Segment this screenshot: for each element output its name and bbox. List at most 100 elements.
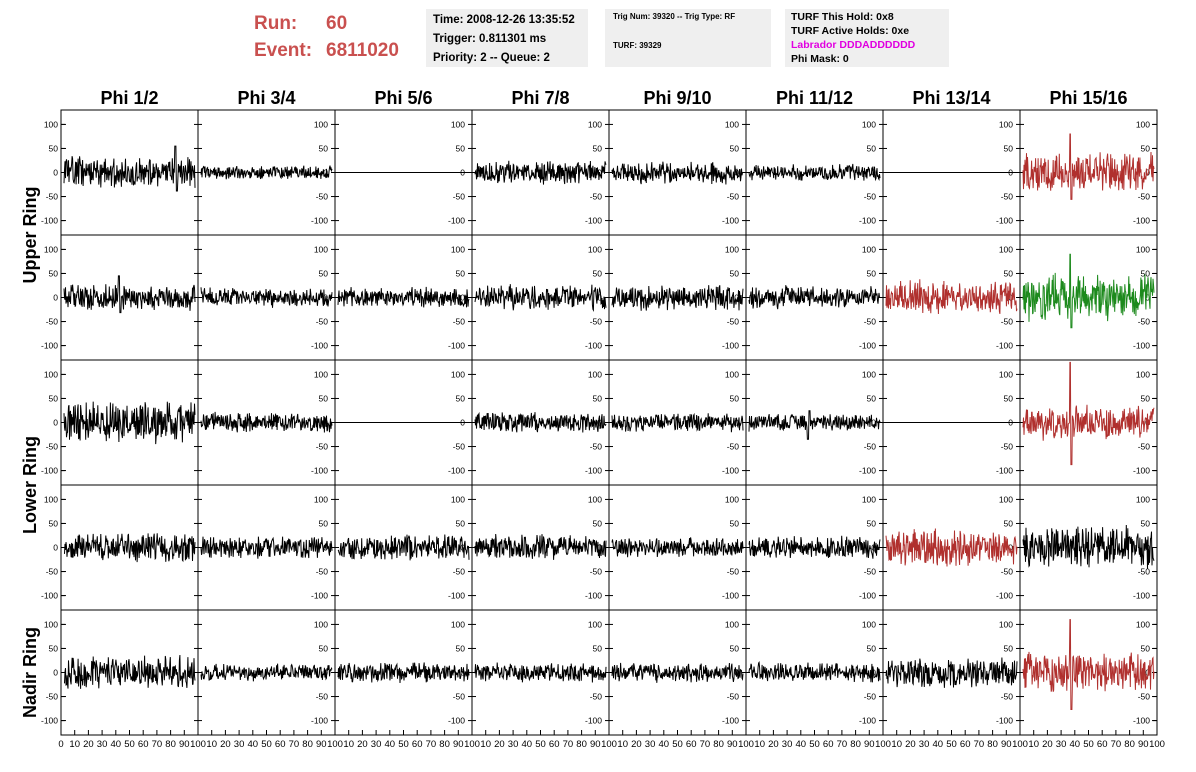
turf-info-box: TURF This Hold: 0x8 TURF Active Holds: 0… [785, 9, 949, 67]
y-tick-label: 100 [725, 119, 739, 129]
y-tick-label: -50 [1001, 317, 1014, 327]
x-tick-label: 60 [960, 739, 971, 750]
y-tick-label: 50 [49, 393, 59, 403]
y-tick-label: -100 [41, 716, 58, 726]
y-tick-label: -100 [996, 341, 1013, 351]
y-tick-label: 50 [867, 143, 877, 153]
turf-active-text: TURF Active Holds: 0xe [791, 25, 910, 37]
waveform-trace [200, 287, 333, 308]
x-tick-label: 10 [69, 739, 80, 750]
x-tick-label: 10 [891, 739, 902, 750]
x-tick-label: 50 [809, 739, 820, 750]
run-label: Run: [254, 13, 298, 34]
x-tick-label: 90 [590, 739, 601, 750]
x-tick-label: 60 [686, 739, 697, 750]
y-tick-label: 50 [1141, 393, 1151, 403]
x-tick-label: 40 [1070, 739, 1081, 750]
y-tick-label: -50 [590, 317, 603, 327]
y-tick-label: -100 [859, 466, 876, 476]
y-tick-label: 100 [44, 244, 58, 254]
y-tick-label: 100 [725, 619, 739, 629]
y-tick-label: -100 [585, 591, 602, 601]
x-tick-label: 40 [933, 739, 944, 750]
y-tick-label: 100 [999, 369, 1013, 379]
y-tick-label: 100 [588, 494, 602, 504]
x-tick-label: 30 [645, 739, 656, 750]
y-tick-label: 0 [1145, 293, 1150, 303]
y-tick-label: -50 [727, 567, 740, 577]
y-tick-label: 50 [456, 268, 466, 278]
y-tick-label: 100 [1136, 494, 1150, 504]
y-tick-label: -100 [859, 716, 876, 726]
y-tick-label: -50 [1001, 567, 1014, 577]
y-tick-label: 100 [862, 119, 876, 129]
x-tick-label: 30 [97, 739, 108, 750]
y-tick-label: -100 [311, 341, 328, 351]
waveform-trace [337, 534, 470, 561]
waveform-trace [611, 537, 744, 558]
y-tick-label: 100 [862, 619, 876, 629]
x-tick-label: 70 [974, 739, 985, 750]
y-tick-label: 50 [1004, 143, 1014, 153]
y-tick-label: 50 [319, 268, 329, 278]
y-tick-label: 0 [1008, 543, 1013, 553]
x-tick-label: 60 [275, 739, 286, 750]
column-title: Phi 5/6 [374, 88, 432, 108]
x-tick-label: 80 [439, 739, 450, 750]
y-tick-label: -50 [316, 192, 329, 202]
y-tick-label: 0 [597, 293, 602, 303]
column-title: Phi 9/10 [643, 88, 711, 108]
y-tick-label: -100 [41, 591, 58, 601]
y-tick-label: -50 [46, 192, 59, 202]
x-tick-label: 50 [261, 739, 272, 750]
y-tick-label: 50 [456, 393, 466, 403]
x-tick-label: 100 [464, 739, 480, 750]
y-tick-label: -50 [1138, 192, 1151, 202]
y-tick-label: 100 [588, 369, 602, 379]
y-tick-label: 0 [323, 168, 328, 178]
x-tick-label: 80 [850, 739, 861, 750]
x-tick-label: 10 [480, 739, 491, 750]
waveform-trace [474, 160, 607, 185]
column-title: Phi 15/16 [1049, 88, 1127, 108]
y-tick-label: -50 [46, 317, 59, 327]
y-tick-label: -50 [590, 692, 603, 702]
x-tick-label: 100 [190, 739, 206, 750]
x-tick-label: 80 [1124, 739, 1135, 750]
y-tick-label: -100 [448, 591, 465, 601]
y-tick-label: -50 [864, 567, 877, 577]
x-tick-label: 40 [659, 739, 670, 750]
y-tick-label: -100 [448, 466, 465, 476]
y-tick-label: 0 [1145, 168, 1150, 178]
column-title: Phi 13/14 [912, 88, 990, 108]
x-tick-label: 20 [220, 739, 231, 750]
column-title: Phi 11/12 [776, 88, 853, 108]
x-tick-label: 50 [535, 739, 546, 750]
y-tick-label: 50 [1141, 643, 1151, 653]
y-tick-label: 50 [867, 643, 877, 653]
y-tick-label: -100 [311, 716, 328, 726]
x-tick-label: 70 [289, 739, 300, 750]
y-tick-label: 0 [871, 418, 876, 428]
y-tick-label: 0 [53, 543, 58, 553]
waveform-trace [885, 279, 1018, 315]
y-tick-label: -50 [453, 567, 466, 577]
column-title: Phi 1/2 [100, 88, 158, 108]
x-tick-label: 50 [946, 739, 957, 750]
y-tick-label: -50 [453, 442, 466, 452]
x-tick-label: 0 [58, 739, 63, 750]
x-tick-label: 40 [796, 739, 807, 750]
y-tick-label: -50 [46, 692, 59, 702]
y-tick-label: 100 [314, 619, 328, 629]
y-tick-label: -100 [722, 716, 739, 726]
phi-mask-text: Phi Mask: 0 [791, 53, 849, 65]
y-tick-label: 0 [597, 668, 602, 678]
waveform-trace [1022, 619, 1155, 710]
y-tick-label: -50 [1001, 192, 1014, 202]
x-tick-label: 10 [343, 739, 354, 750]
waveform-trace [748, 661, 881, 683]
y-tick-label: -50 [316, 317, 329, 327]
waveform-trace [1022, 253, 1155, 329]
x-tick-label: 20 [83, 739, 94, 750]
y-tick-label: 100 [999, 119, 1013, 129]
